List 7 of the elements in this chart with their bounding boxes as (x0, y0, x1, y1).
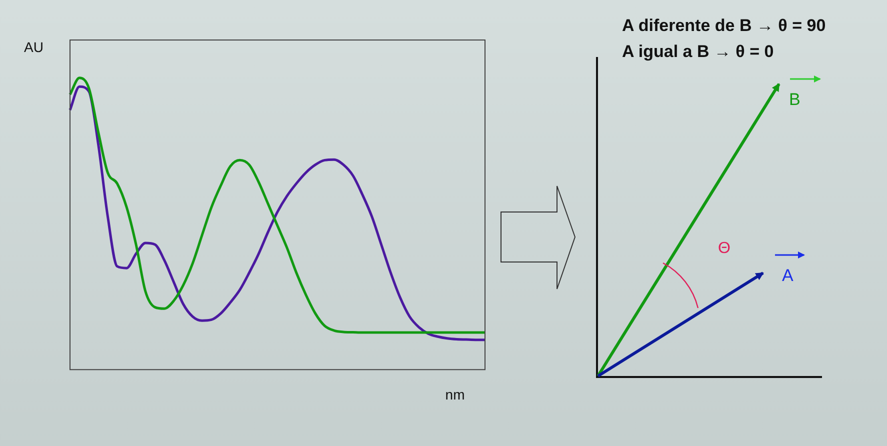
text: A diferente de B → θ = 90 (622, 16, 826, 36)
text: Θ (718, 240, 730, 258)
text: B (789, 90, 800, 110)
text: A igual a B → θ = 0 (622, 42, 774, 62)
text: A (782, 266, 794, 286)
x-axis-title: nm (445, 386, 465, 403)
y-axis-title: AU (24, 39, 44, 55)
